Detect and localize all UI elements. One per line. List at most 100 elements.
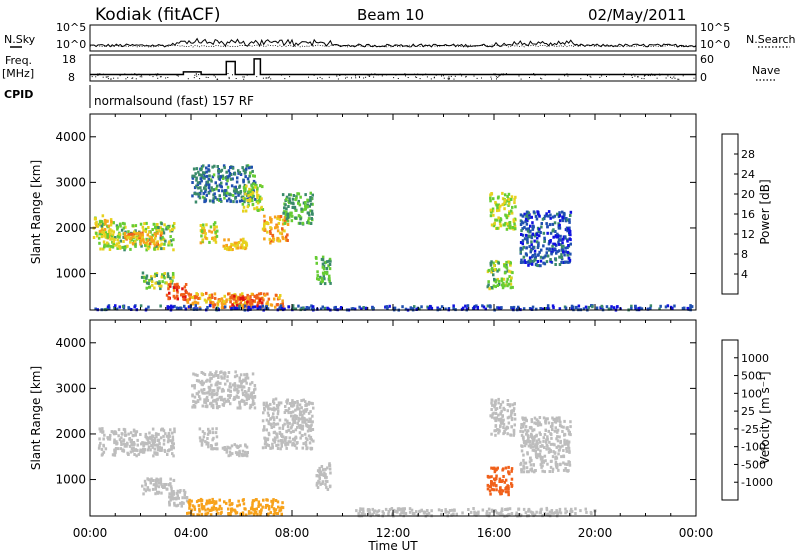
data-cell — [221, 387, 224, 391]
data-cell — [231, 166, 235, 170]
data-cell — [295, 441, 299, 445]
data-cell — [531, 511, 534, 515]
data-cell — [298, 221, 302, 225]
nave-point — [567, 75, 569, 77]
nave-point — [433, 76, 435, 78]
data-cell — [98, 232, 101, 236]
data-cell — [210, 508, 214, 512]
data-cell — [558, 238, 561, 242]
data-cell — [291, 437, 295, 441]
data-cell — [304, 201, 307, 205]
nave-point — [430, 78, 432, 80]
nave-label: Nave — [752, 64, 780, 77]
data-cell — [163, 276, 166, 280]
data-cell — [543, 236, 546, 240]
data-cell — [167, 275, 170, 278]
data-cell — [101, 430, 105, 434]
nave-point — [393, 77, 395, 79]
data-cell — [102, 240, 106, 244]
data-cell — [283, 307, 286, 311]
data-cell — [181, 496, 184, 500]
data-cell — [112, 453, 116, 457]
data-cell — [258, 305, 261, 309]
data-cell — [249, 191, 252, 195]
data-cell — [546, 307, 549, 310]
data-cell — [307, 217, 311, 221]
data-cell — [264, 436, 267, 440]
data-cell — [236, 191, 240, 195]
data-cell — [566, 227, 570, 231]
data-cell — [451, 513, 454, 517]
data-cell — [243, 197, 247, 201]
data-cell — [296, 400, 299, 403]
data-cell — [160, 483, 163, 486]
nave-point — [386, 74, 388, 76]
data-cell — [385, 305, 388, 309]
data-cell — [690, 305, 694, 309]
data-cell — [302, 442, 305, 446]
data-cell — [267, 407, 270, 411]
data-cell — [196, 399, 200, 403]
data-cell — [261, 304, 264, 308]
nave-point — [243, 76, 245, 78]
data-cell — [523, 441, 526, 445]
data-cell — [167, 287, 170, 291]
data-cell — [506, 409, 509, 413]
data-cell — [289, 411, 293, 414]
nave-point — [378, 74, 380, 76]
data-cell — [279, 508, 283, 512]
data-cell — [307, 400, 311, 404]
nave-point — [105, 76, 107, 78]
data-cell — [228, 389, 232, 393]
data-cell — [124, 444, 127, 448]
data-cell — [212, 399, 215, 403]
data-cell — [319, 307, 323, 311]
data-cell — [400, 507, 404, 511]
data-cell — [210, 293, 214, 297]
nave-point — [661, 73, 663, 75]
data-cell — [247, 180, 251, 184]
data-cell — [475, 513, 478, 517]
noise-tick-left-top: 10^5 — [56, 21, 86, 34]
data-cell — [239, 238, 243, 242]
data-cell — [353, 307, 357, 311]
data-cell — [278, 418, 282, 422]
data-cell — [270, 505, 274, 509]
data-cell — [634, 304, 637, 308]
data-cell — [176, 503, 180, 507]
data-cell — [215, 225, 218, 229]
data-cell — [508, 275, 511, 279]
data-cell — [194, 172, 197, 176]
data-cell — [238, 376, 241, 380]
data-cell — [568, 226, 571, 230]
data-cell — [274, 508, 278, 512]
data-cell — [107, 231, 111, 235]
nave-point — [157, 73, 159, 75]
data-cell — [284, 418, 287, 422]
data-cell — [297, 201, 300, 205]
data-cell — [144, 489, 148, 493]
data-cell — [279, 304, 283, 308]
data-cell — [159, 448, 163, 452]
data-cell — [558, 263, 562, 266]
data-cell — [206, 437, 209, 440]
data-cell — [326, 488, 330, 491]
data-cell — [291, 423, 294, 427]
data-cell — [208, 509, 212, 512]
data-cell — [288, 199, 291, 203]
nave-point — [132, 77, 134, 79]
data-cell — [499, 424, 502, 428]
data-cell — [513, 197, 516, 201]
data-cell — [156, 452, 159, 456]
data-cell — [269, 417, 272, 421]
freq-trace — [90, 58, 696, 76]
data-cell — [291, 401, 294, 405]
data-cell — [100, 224, 103, 228]
data-cell — [280, 232, 284, 236]
data-cell — [546, 417, 549, 421]
data-cell — [203, 235, 207, 239]
data-cell — [244, 175, 247, 179]
data-cell — [490, 401, 493, 405]
data-cell — [503, 223, 506, 227]
data-cell — [316, 486, 320, 489]
